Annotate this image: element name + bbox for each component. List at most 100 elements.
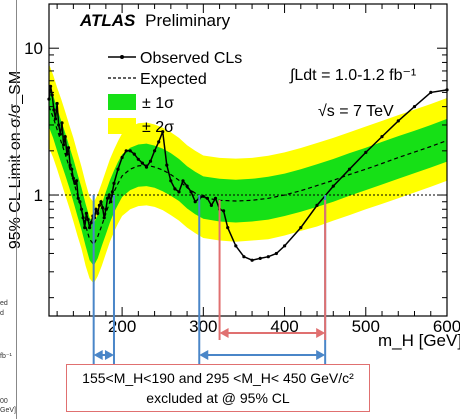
observed-point xyxy=(140,161,144,165)
observed-point xyxy=(57,123,61,127)
observed-point xyxy=(299,226,303,230)
observed-point xyxy=(63,135,67,139)
neighbour-fragment: fb⁻¹ xyxy=(0,353,12,360)
luminosity-label: ∫Ldt = 1.0-1.2 fb⁻¹ xyxy=(289,67,416,84)
observed-point xyxy=(429,90,433,94)
sigma-bands xyxy=(49,64,447,284)
exclusion-note-line1: 155<M_H<190 and 295 <M_H< 450 GeV/c² xyxy=(82,370,354,386)
neighbour-fragment: 00 xyxy=(0,398,8,405)
observed-point xyxy=(193,200,197,204)
observed-point xyxy=(68,163,72,167)
observed-point xyxy=(234,244,238,248)
observed-point xyxy=(144,165,149,169)
observed-point xyxy=(148,159,153,163)
x-tick-label: 600 xyxy=(433,317,460,336)
observed-point xyxy=(242,255,246,259)
x-axis-label: m_H [GeV] xyxy=(378,331,460,350)
observed-point xyxy=(226,226,230,230)
x-tick-label: 500 xyxy=(352,317,380,336)
observed-point xyxy=(60,121,64,125)
neighbour-fragment: d xyxy=(0,310,4,317)
observed-point xyxy=(84,211,88,215)
observed-point xyxy=(181,179,185,183)
observed-point xyxy=(101,206,105,210)
axis-ticks: 200 300 400 500 600 1 10 xyxy=(24,3,460,336)
observed-point xyxy=(315,203,319,207)
observed-point xyxy=(169,179,173,183)
observed-point xyxy=(83,226,87,230)
observed-point xyxy=(53,117,58,121)
observed-point xyxy=(213,196,218,200)
legend-1sigma-label: ± 1σ xyxy=(142,95,174,112)
observed-point xyxy=(109,200,113,204)
exclusion-arrow-blue-low-head-left xyxy=(93,350,103,360)
observed-point xyxy=(161,130,165,134)
plot-frame xyxy=(48,3,448,317)
exclusion-note-line2: excluded at @ 95% CL xyxy=(146,390,290,406)
band-2sigma xyxy=(49,64,447,284)
observed-point xyxy=(250,258,254,262)
exclusion-note-box: 155<M_H<190 and 295 <M_H< 450 GeV/c² exc… xyxy=(66,364,370,412)
title-experiment: ATLAS xyxy=(79,11,136,30)
energy-label: √s = 7 TeV xyxy=(318,103,394,120)
observed-point xyxy=(124,149,128,153)
observed-point xyxy=(364,150,368,154)
observed-point xyxy=(88,226,92,230)
observed-point xyxy=(89,220,93,225)
observed-point xyxy=(266,255,270,259)
observed-point xyxy=(120,155,124,160)
observed-point xyxy=(274,251,278,256)
observed-point xyxy=(96,211,100,215)
observed-point xyxy=(165,163,169,167)
neighbour-fragment: GeV] xyxy=(0,407,16,414)
observed-point xyxy=(62,143,66,147)
observed-point xyxy=(201,194,205,198)
observed-point xyxy=(86,218,90,222)
plot-title: ATLAS Preliminary xyxy=(79,11,231,30)
observed-point xyxy=(331,184,335,188)
observed-point xyxy=(177,190,181,194)
observed-point xyxy=(116,167,120,171)
observed-point xyxy=(49,84,53,88)
observed-point xyxy=(157,140,161,144)
observed-point xyxy=(104,207,108,211)
neighbour-fragment: ed xyxy=(0,300,8,307)
y-tick-label: 10 xyxy=(24,39,43,58)
limit-curves xyxy=(47,84,449,262)
observed-point xyxy=(189,190,193,194)
observed-point xyxy=(412,105,417,109)
legend-expected-label: Expected xyxy=(140,71,207,88)
observed-point xyxy=(94,207,98,211)
legend-2sigma-swatch xyxy=(108,118,136,134)
observed-point xyxy=(99,200,103,204)
observed-point xyxy=(153,149,157,153)
neighbour-plot-fragments: ed d fb⁻¹ 00 GeV] xyxy=(0,0,17,419)
exclusion-arrow-blue-low-head-right xyxy=(104,350,114,360)
observed-point xyxy=(112,181,116,185)
observed-point xyxy=(396,119,400,123)
observed-point xyxy=(70,167,74,171)
band-1sigma xyxy=(49,85,447,266)
observed-point xyxy=(58,132,63,136)
observed-point xyxy=(380,135,384,139)
observed-point xyxy=(65,152,69,156)
observed-point xyxy=(78,200,82,204)
observed-point xyxy=(73,181,77,185)
y-axis-label: 95% CL Limit on σ/σ_SM xyxy=(7,71,24,249)
observed-point xyxy=(55,101,59,106)
exclusion-arrow-red-head-left xyxy=(219,328,229,338)
legend: Observed CLs Expected ± 1σ ± 2σ xyxy=(108,50,242,136)
observed-point xyxy=(132,152,136,156)
exclusion-arrow-red-head-right xyxy=(316,328,326,338)
observed-point xyxy=(128,149,132,153)
observed-point xyxy=(81,216,85,220)
observed-point xyxy=(102,216,106,220)
observed-point xyxy=(136,157,140,161)
observed-point xyxy=(205,196,209,200)
legend-observed-label: Observed CLs xyxy=(140,50,242,67)
observed-point xyxy=(75,179,79,183)
x-tick-label: 300 xyxy=(189,317,217,336)
observed-point xyxy=(107,193,111,197)
observed-point xyxy=(79,207,84,211)
x-tick-label: 200 xyxy=(108,317,136,336)
